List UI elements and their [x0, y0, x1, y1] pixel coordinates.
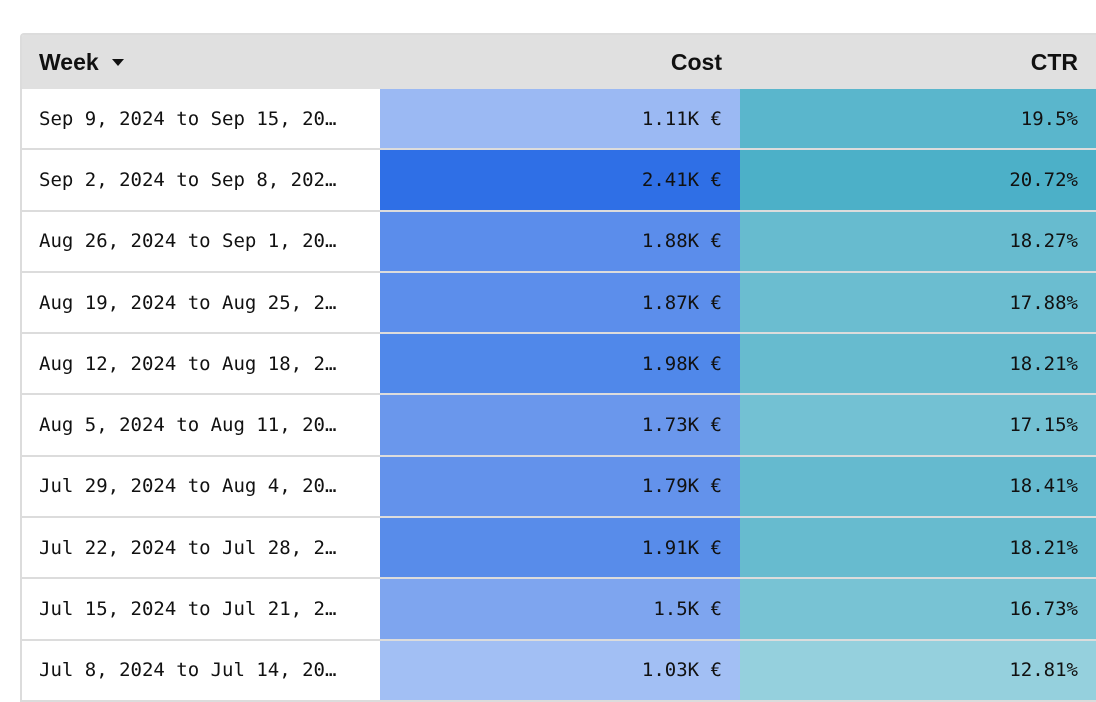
table-cell: Jul 22, 2024 to Jul 28, 2…: [22, 518, 380, 578]
table-cell: 17.15%: [740, 395, 1096, 455]
table-cell: 18.41%: [740, 456, 1096, 517]
header-text: Week: [39, 48, 99, 75]
table-cell: 1.98K €: [380, 334, 740, 394]
cell-text: 2.41K €: [641, 168, 722, 191]
cell-text: 12.81%: [1009, 659, 1078, 682]
cell-text: Sep 9, 2024 to Sep 15, 20…: [39, 107, 337, 130]
cell-text: 18.21%: [1009, 536, 1078, 559]
cell-text: 18.41%: [1009, 475, 1078, 498]
header-cell[interactable]: CTR: [740, 35, 1096, 89]
cell-text: Aug 19, 2024 to Aug 25, 2…: [39, 291, 337, 314]
cell-text: 20.72%: [1009, 168, 1078, 191]
table-cell: Jul 8, 2024 to Jul 14, 20…: [22, 640, 380, 700]
header-cell[interactable]: Cost: [380, 35, 740, 89]
cell-text: 18.21%: [1009, 352, 1078, 375]
table-row: Aug 19, 2024 to Aug 25, 2… 1.87K € 17.88%: [22, 272, 1096, 335]
table-cell: Aug 12, 2024 to Aug 18, 2…: [22, 334, 380, 394]
cell-text: Sep 2, 2024 to Sep 8, 202…: [39, 168, 337, 191]
header-row: Week Cost CTR: [22, 35, 1096, 89]
table-cell: 1.88K €: [380, 211, 740, 271]
table-cell: 20.72%: [740, 150, 1096, 210]
table-cell: 1.87K €: [380, 272, 740, 333]
table-cell: 12.81%: [740, 640, 1096, 700]
table-row: Jul 29, 2024 to Aug 4, 20… 1.79K € 18.41%: [22, 456, 1096, 519]
table-cell: 1.03K €: [380, 640, 740, 700]
table-cell: 1.79K €: [380, 456, 740, 517]
cell-text: 1.91K €: [641, 536, 722, 559]
cell-text: Jul 22, 2024 to Jul 28, 2…: [39, 536, 337, 559]
cell-text: Aug 12, 2024 to Aug 18, 2…: [39, 352, 337, 375]
table-row: Aug 26, 2024 to Sep 1, 20… 1.88K € 18.27%: [22, 211, 1096, 273]
table-cell: 1.91K €: [380, 518, 740, 578]
table-row: Jul 22, 2024 to Jul 28, 2… 1.91K € 18.21%: [22, 518, 1096, 580]
cell-text: Aug 26, 2024 to Sep 1, 20…: [39, 230, 337, 253]
table-cell: 16.73%: [740, 579, 1096, 639]
table-row: Aug 5, 2024 to Aug 11, 20… 1.73K € 17.15%: [22, 395, 1096, 457]
table-cell: Aug 5, 2024 to Aug 11, 20…: [22, 395, 380, 455]
cell-text: 1.98K €: [641, 352, 722, 375]
cell-text: Jul 15, 2024 to Jul 21, 2…: [39, 598, 337, 621]
sort-icon: [111, 59, 124, 66]
table-row: Jul 8, 2024 to Jul 14, 20… 1.03K € 12.81%: [22, 640, 1096, 702]
cell-text: Jul 29, 2024 to Aug 4, 20…: [39, 475, 337, 498]
cell-text: 18.27%: [1009, 230, 1078, 253]
table-row: Sep 9, 2024 to Sep 15, 20… 1.11K € 19.5%: [22, 89, 1096, 151]
table-cell: 18.27%: [740, 211, 1096, 271]
header-cell[interactable]: Week: [22, 35, 380, 89]
cell-text: 16.73%: [1009, 598, 1078, 621]
table-cell: 2.41K €: [380, 150, 740, 210]
cell-text: 1.88K €: [641, 230, 722, 253]
cell-text: 1.03K €: [641, 659, 722, 682]
table-cell: Aug 19, 2024 to Aug 25, 2…: [22, 272, 380, 333]
table-cell: 18.21%: [740, 334, 1096, 394]
table-cell: Jul 29, 2024 to Aug 4, 20…: [22, 456, 380, 517]
cell-text: 1.79K €: [641, 475, 722, 498]
cell-text: 1.73K €: [641, 414, 722, 437]
cell-text: Aug 5, 2024 to Aug 11, 20…: [39, 414, 337, 437]
table-row: Aug 12, 2024 to Aug 18, 2… 1.98K € 18.21%: [22, 334, 1096, 396]
table-cell: 19.5%: [740, 89, 1096, 149]
table-cell: 18.21%: [740, 518, 1096, 578]
table-cell: Aug 26, 2024 to Sep 1, 20…: [22, 211, 380, 271]
table-cell: Sep 9, 2024 to Sep 15, 20…: [22, 89, 380, 149]
table-cell: 1.5K €: [380, 579, 740, 639]
header-text: Cost: [670, 48, 722, 75]
data-table: Week Cost CTR Sep 9, 2024 to Sep 15, 20……: [20, 33, 1096, 702]
cell-text: 19.5%: [1020, 107, 1078, 130]
cell-text: 1.87K €: [641, 291, 722, 314]
table-row: Jul 15, 2024 to Jul 21, 2… 1.5K € 16.73%: [22, 579, 1096, 641]
cell-text: 1.11K €: [641, 107, 722, 130]
table-cell: 17.88%: [740, 272, 1096, 333]
table-cell: Jul 15, 2024 to Jul 21, 2…: [22, 579, 380, 639]
cell-text: 17.15%: [1009, 414, 1078, 437]
table-cell: Sep 2, 2024 to Sep 8, 202…: [22, 150, 380, 210]
table-row: Sep 2, 2024 to Sep 8, 202… 2.41K € 20.72%: [22, 150, 1096, 212]
table-cell: 1.73K €: [380, 395, 740, 455]
table-cell: 1.11K €: [380, 89, 740, 149]
header-text: CTR: [1030, 48, 1078, 75]
cell-text: 1.5K €: [653, 598, 722, 621]
cell-text: 17.88%: [1009, 291, 1078, 314]
cell-text: Jul 8, 2024 to Jul 14, 20…: [39, 659, 337, 682]
